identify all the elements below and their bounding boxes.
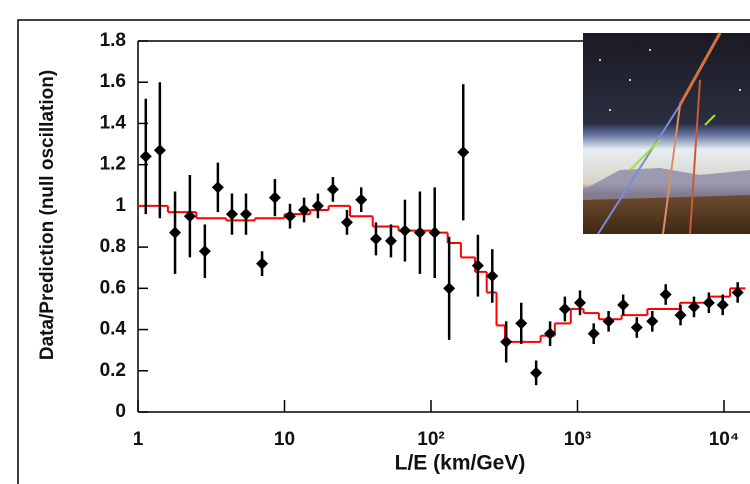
y-tick-label: 0.2 xyxy=(100,360,126,381)
data-point xyxy=(211,181,224,194)
data-point xyxy=(457,146,470,159)
data-point xyxy=(428,226,441,239)
y-tick-label: 1.6 xyxy=(100,71,126,92)
y-axis-label: Data/Prediction (null oscillation) xyxy=(37,70,58,360)
data-point xyxy=(687,300,700,313)
data-point xyxy=(311,199,324,212)
data-point xyxy=(413,226,426,239)
data-point xyxy=(256,257,269,270)
x-axis-label: L/E (km/GeV) xyxy=(395,452,526,475)
data-point xyxy=(384,234,397,247)
y-tick-label: 1 xyxy=(115,195,126,216)
data-point xyxy=(674,309,687,322)
data-point xyxy=(646,315,659,328)
data-point xyxy=(169,226,182,239)
x-tick-label: 1 xyxy=(133,429,144,450)
data-point xyxy=(486,269,499,282)
data-point xyxy=(500,335,513,348)
data-point xyxy=(716,298,729,311)
data-point xyxy=(225,208,238,221)
data-point xyxy=(283,210,296,223)
frame xyxy=(17,19,750,484)
data-point xyxy=(573,296,586,309)
data-point xyxy=(369,232,382,245)
data-point xyxy=(239,208,252,221)
data-point xyxy=(530,366,543,379)
x-tick-label: 10⁴ xyxy=(709,429,740,450)
data-point xyxy=(659,288,672,301)
x-tick-label: 10² xyxy=(417,429,444,450)
data-point xyxy=(731,286,744,299)
y-tick-label: 1.8 xyxy=(100,30,126,51)
data-point xyxy=(268,191,281,204)
y-tick-label: 1.2 xyxy=(100,154,126,175)
data-point xyxy=(340,216,353,229)
y-tick-label: 0 xyxy=(115,401,126,422)
data-point xyxy=(702,296,715,309)
data-point xyxy=(630,321,643,334)
data-point xyxy=(298,204,311,217)
data-point xyxy=(558,302,571,315)
data-point xyxy=(198,245,211,258)
data-point xyxy=(471,259,484,272)
data-point xyxy=(617,298,630,311)
inset-image xyxy=(583,32,750,235)
data-point xyxy=(544,327,557,340)
x-tick-label: 10 xyxy=(274,429,295,450)
data-point xyxy=(443,282,456,295)
data-point xyxy=(355,193,368,206)
data-point xyxy=(183,210,196,223)
x-tick-label: 10³ xyxy=(564,429,591,450)
y-tick-label: 0.4 xyxy=(100,319,127,340)
y-tick-label: 0.8 xyxy=(100,236,126,257)
y-tick-label: 0.6 xyxy=(100,277,126,298)
data-point xyxy=(602,315,615,328)
data-point xyxy=(153,144,166,157)
data-point xyxy=(587,327,600,340)
data-point xyxy=(515,317,528,330)
data-point xyxy=(398,224,411,237)
data-point xyxy=(139,150,152,163)
y-tick-label: 1.4 xyxy=(100,112,127,133)
data-point xyxy=(326,183,339,196)
